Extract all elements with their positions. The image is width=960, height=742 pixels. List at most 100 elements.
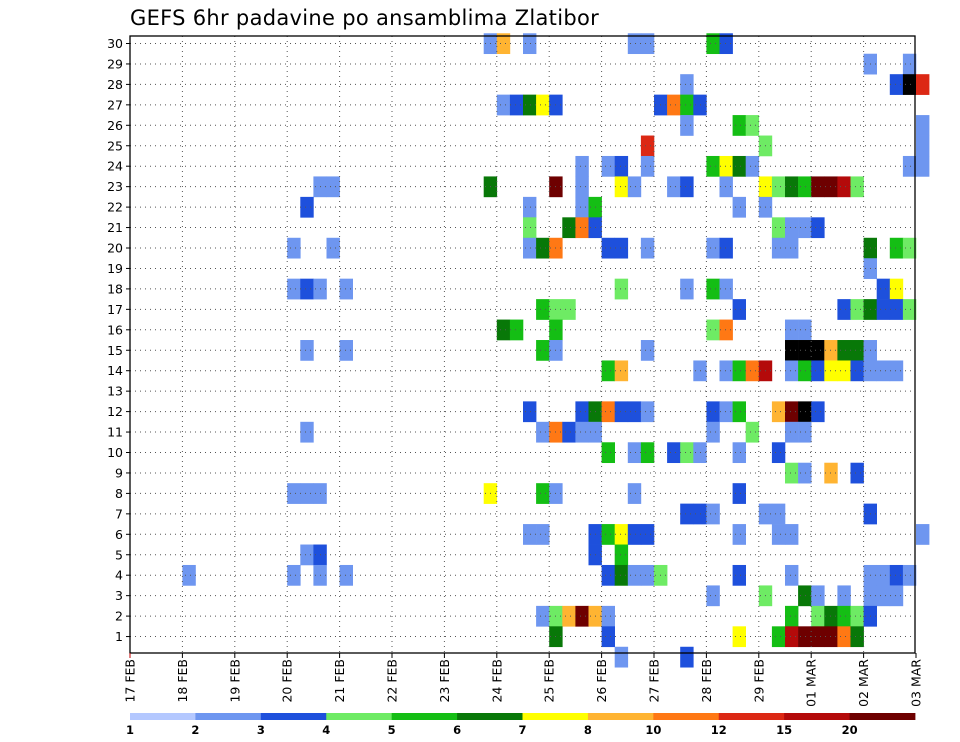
- colorbar-segment: [653, 713, 720, 720]
- y-tick-label: 25: [107, 138, 123, 153]
- heatmap-cell: [719, 176, 733, 198]
- heatmap-cell: [614, 278, 629, 300]
- colorbar-label: 10: [645, 723, 661, 737]
- y-tick-label: 3: [115, 588, 123, 603]
- y-tick-label: 22: [107, 200, 123, 215]
- heatmap-cell: [837, 299, 851, 320]
- plot-frame: [129, 35, 916, 654]
- heatmap-cell: [785, 626, 799, 648]
- heatmap-cell: [732, 626, 746, 648]
- heatmap-cell: [339, 340, 353, 361]
- heatmap-cell: [916, 115, 930, 136]
- heatmap-cell: [706, 237, 720, 259]
- y-tick-label: 19: [107, 261, 123, 276]
- y-tick-label: 28: [107, 77, 123, 92]
- y-tick-label: 30: [107, 36, 123, 51]
- heatmap-cell: [287, 278, 301, 300]
- heatmap-cell: [627, 483, 642, 504]
- y-tick-label: 7: [115, 506, 123, 521]
- heatmap-cell: [614, 360, 629, 382]
- heatmap-cell: [601, 401, 615, 423]
- x-tick-label: 18 FEB: [175, 659, 190, 703]
- heatmap-cell: [798, 585, 812, 607]
- colorbar-segment: [457, 713, 523, 720]
- heatmap-cell: [509, 319, 524, 341]
- dotted-grid: [130, 36, 915, 653]
- heatmap-cell: [575, 155, 589, 177]
- heatmap-cell: [876, 585, 891, 607]
- x-tick-label: 25 FEB: [542, 659, 557, 703]
- heatmap-cell: [889, 237, 904, 259]
- heatmap-cell: [811, 605, 825, 627]
- heatmap-cell: [601, 360, 615, 382]
- heatmap-cell: [680, 503, 694, 525]
- heatmap-cell: [300, 421, 314, 443]
- heatmap-cell: [680, 176, 694, 198]
- heatmap-cell: [326, 237, 340, 259]
- heatmap-cell: [182, 564, 196, 586]
- heatmap-cell: [902, 237, 917, 259]
- heatmap-cell: [785, 462, 799, 484]
- heatmap-cell: [811, 585, 825, 607]
- y-tick-label: 26: [107, 118, 123, 133]
- heatmap-cell: [575, 217, 589, 239]
- heatmap-cell: [785, 217, 799, 239]
- heatmap-cell: [719, 401, 733, 423]
- heatmap-cell: [287, 564, 301, 586]
- x-tick-label: 28 FEB: [699, 659, 714, 703]
- colorbar: 1 2 3 4 5 6 7 8 10 12 15 20: [126, 713, 916, 737]
- heatmap-cell: [719, 33, 733, 55]
- heatmap-cell: [732, 299, 746, 320]
- heatmap-cell: [667, 442, 681, 464]
- heatmap-cell: [785, 401, 799, 423]
- y-tick-label: 10: [107, 445, 123, 460]
- x-tick-label: 02 MAR: [856, 659, 871, 707]
- heatmap-cell: [706, 421, 720, 443]
- heatmap-cell: [889, 74, 904, 95]
- heatmap-cell: [916, 74, 930, 95]
- heatmap-cell: [771, 176, 786, 198]
- heatmap-cell: [798, 176, 812, 198]
- heatmap-cell: [719, 237, 733, 259]
- heatmap-cell: [640, 155, 655, 177]
- heatmap-cell: [785, 564, 799, 586]
- heatmap-cell: [732, 524, 746, 545]
- heatmap-cell: [575, 421, 589, 443]
- heatmap-cell: [523, 33, 537, 55]
- heatmap-cell: [798, 360, 812, 382]
- heatmap-cell: [640, 564, 655, 586]
- y-tick-label: 12: [107, 404, 123, 419]
- x-tick-label: 01 MAR: [804, 659, 819, 707]
- y-tick-label: 14: [107, 363, 123, 378]
- x-tick-label: 17 FEB: [123, 659, 138, 703]
- heatmap-cell: [811, 360, 825, 382]
- colorbar-label: 12: [711, 723, 727, 737]
- heatmap-cell: [771, 442, 786, 464]
- heatmap-cell: [706, 503, 720, 525]
- heatmap-cell: [706, 33, 720, 55]
- colorbar-label: 8: [584, 723, 592, 737]
- heatmap-cell: [798, 421, 812, 443]
- heatmap-cell: [339, 278, 353, 300]
- heatmap-cell: [614, 524, 629, 545]
- heatmap-cell: [601, 605, 615, 627]
- colorbar-segment: [195, 713, 262, 720]
- heatmap-cell: [523, 524, 537, 545]
- heatmap-cell: [536, 524, 550, 545]
- heatmap-cell: [745, 360, 760, 382]
- heatmap-cell: [575, 196, 589, 218]
- y-tick-label: 4: [115, 568, 123, 583]
- heatmap-cell: [850, 462, 864, 484]
- heatmap-cell: [640, 135, 655, 157]
- heatmap-cell: [287, 237, 301, 259]
- heatmap-cell: [876, 278, 891, 300]
- heatmap-cell: [562, 421, 576, 443]
- heatmap-cell: [902, 155, 917, 177]
- heatmap-cell: [745, 155, 760, 177]
- colorbar-segment: [784, 713, 850, 720]
- heatmap-cell: [496, 319, 511, 341]
- heatmap-cell: [732, 360, 746, 382]
- heatmap-cell: [614, 564, 629, 586]
- y-tick-label: 8: [115, 486, 123, 501]
- x-tick-label: 27 FEB: [647, 659, 662, 703]
